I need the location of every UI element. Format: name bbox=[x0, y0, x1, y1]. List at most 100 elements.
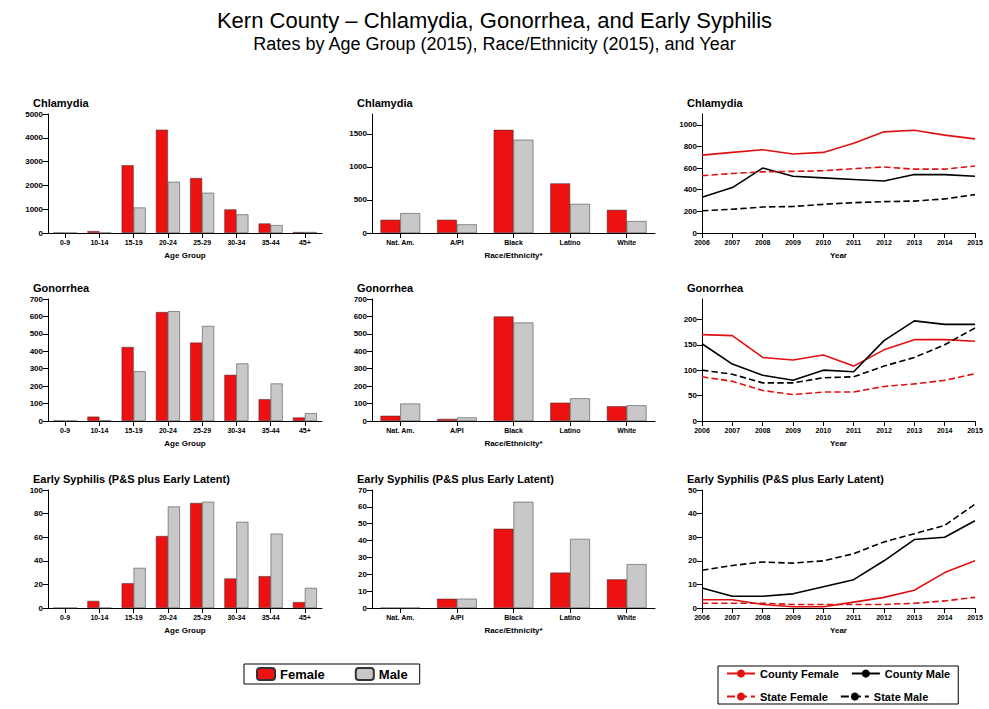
svg-text:2007: 2007 bbox=[725, 614, 741, 621]
svg-text:2009: 2009 bbox=[785, 239, 801, 246]
svg-text:15-19: 15-19 bbox=[125, 614, 143, 621]
svg-text:500: 500 bbox=[30, 329, 44, 338]
svg-text:200: 200 bbox=[684, 315, 698, 324]
svg-text:0: 0 bbox=[39, 604, 44, 613]
svg-text:100: 100 bbox=[684, 366, 698, 375]
svg-text:2006: 2006 bbox=[694, 614, 710, 621]
svg-text:800: 800 bbox=[684, 142, 698, 151]
svg-text:State Male: State Male bbox=[874, 691, 928, 703]
svg-text:20-24: 20-24 bbox=[159, 427, 177, 434]
svg-text:1500: 1500 bbox=[349, 129, 367, 138]
svg-text:County Male: County Male bbox=[885, 668, 950, 680]
svg-text:20-24: 20-24 bbox=[159, 614, 177, 621]
svg-text:Nat. Am.: Nat. Am. bbox=[386, 239, 414, 246]
svg-text:0: 0 bbox=[363, 229, 368, 238]
svg-text:2006: 2006 bbox=[694, 239, 710, 246]
svg-text:2010: 2010 bbox=[816, 427, 832, 434]
svg-text:10: 10 bbox=[358, 587, 367, 596]
svg-text:20: 20 bbox=[358, 570, 367, 579]
svg-text:0: 0 bbox=[693, 604, 698, 613]
svg-text:Gonorrhea: Gonorrhea bbox=[687, 282, 744, 294]
svg-text:0-9: 0-9 bbox=[60, 239, 70, 246]
svg-text:200: 200 bbox=[30, 382, 44, 391]
svg-text:Black: Black bbox=[504, 614, 523, 621]
svg-text:4000: 4000 bbox=[25, 133, 43, 142]
svg-text:2009: 2009 bbox=[785, 427, 801, 434]
svg-text:35-44: 35-44 bbox=[262, 614, 280, 621]
svg-text:60: 60 bbox=[358, 502, 367, 511]
svg-text:1000: 1000 bbox=[25, 205, 43, 214]
svg-text:2011: 2011 bbox=[846, 239, 861, 246]
svg-text:Nat. Am.: Nat. Am. bbox=[386, 614, 414, 621]
svg-text:30-34: 30-34 bbox=[227, 427, 245, 434]
svg-text:15-19: 15-19 bbox=[125, 427, 143, 434]
svg-text:35-44: 35-44 bbox=[262, 239, 280, 246]
svg-text:1000: 1000 bbox=[349, 162, 367, 171]
svg-text:Gonorrhea: Gonorrhea bbox=[357, 282, 414, 294]
svg-text:300: 300 bbox=[354, 364, 368, 373]
svg-text:Age Group: Age Group bbox=[164, 251, 205, 260]
svg-text:100: 100 bbox=[30, 399, 44, 408]
svg-text:0: 0 bbox=[693, 417, 698, 426]
svg-text:White: White bbox=[617, 427, 636, 434]
svg-text:2008: 2008 bbox=[755, 614, 771, 621]
svg-text:10-14: 10-14 bbox=[90, 239, 108, 246]
svg-text:700: 700 bbox=[30, 295, 44, 304]
svg-text:5000: 5000 bbox=[25, 110, 43, 119]
svg-text:2015: 2015 bbox=[967, 614, 983, 621]
svg-text:2013: 2013 bbox=[907, 614, 923, 621]
svg-text:Latino: Latino bbox=[560, 239, 581, 246]
svg-text:0: 0 bbox=[363, 417, 368, 426]
svg-text:Latino: Latino bbox=[560, 614, 581, 621]
svg-text:500: 500 bbox=[354, 329, 368, 338]
svg-text:20: 20 bbox=[688, 556, 697, 565]
svg-text:25-29: 25-29 bbox=[193, 614, 211, 621]
svg-text:Early Syphilis (P&S plus Early: Early Syphilis (P&S plus Early Latent) bbox=[33, 473, 230, 485]
svg-text:Race/Ethnicity*: Race/Ethnicity* bbox=[484, 626, 543, 635]
svg-text:Early Syphilis (P&S plus Early: Early Syphilis (P&S plus Early Latent) bbox=[357, 473, 554, 485]
svg-text:2015: 2015 bbox=[967, 239, 983, 246]
svg-text:Gonorrhea: Gonorrhea bbox=[33, 282, 90, 294]
svg-text:A/PI: A/PI bbox=[450, 614, 464, 621]
svg-text:0: 0 bbox=[363, 604, 368, 613]
svg-text:Female: Female bbox=[280, 667, 325, 682]
svg-text:30: 30 bbox=[358, 553, 367, 562]
svg-text:Race/Ethnicity*: Race/Ethnicity* bbox=[484, 439, 543, 448]
svg-text:25-29: 25-29 bbox=[193, 239, 211, 246]
svg-text:10: 10 bbox=[688, 580, 697, 589]
svg-text:2007: 2007 bbox=[725, 239, 741, 246]
svg-text:Year: Year bbox=[830, 626, 847, 635]
svg-text:20: 20 bbox=[34, 580, 43, 589]
svg-text:2014: 2014 bbox=[937, 614, 953, 621]
svg-text:200: 200 bbox=[354, 382, 368, 391]
svg-text:50: 50 bbox=[358, 519, 367, 528]
svg-text:60: 60 bbox=[34, 533, 43, 542]
svg-text:2007: 2007 bbox=[725, 427, 741, 434]
svg-text:0: 0 bbox=[39, 229, 44, 238]
svg-text:400: 400 bbox=[684, 185, 698, 194]
svg-text:45+: 45+ bbox=[299, 614, 311, 621]
svg-text:Black: Black bbox=[504, 239, 523, 246]
svg-text:2013: 2013 bbox=[907, 427, 923, 434]
svg-text:Male: Male bbox=[379, 667, 408, 682]
svg-text:White: White bbox=[617, 614, 636, 621]
svg-text:30: 30 bbox=[688, 533, 697, 542]
svg-text:400: 400 bbox=[30, 347, 44, 356]
svg-text:50: 50 bbox=[688, 486, 697, 495]
svg-text:A/PI: A/PI bbox=[450, 427, 464, 434]
svg-text:10-14: 10-14 bbox=[90, 427, 108, 434]
svg-text:0: 0 bbox=[693, 229, 698, 238]
svg-text:40: 40 bbox=[34, 556, 43, 565]
svg-text:Chlamydia: Chlamydia bbox=[357, 97, 414, 109]
svg-text:200: 200 bbox=[684, 207, 698, 216]
svg-text:0-9: 0-9 bbox=[60, 427, 70, 434]
svg-text:Age Group: Age Group bbox=[164, 626, 205, 635]
svg-text:400: 400 bbox=[354, 347, 368, 356]
svg-text:500: 500 bbox=[354, 195, 368, 204]
svg-text:Year: Year bbox=[830, 251, 847, 260]
svg-text:600: 600 bbox=[684, 164, 698, 173]
svg-text:40: 40 bbox=[688, 509, 697, 518]
svg-text:50: 50 bbox=[688, 391, 697, 400]
svg-text:10-14: 10-14 bbox=[90, 614, 108, 621]
svg-text:Year: Year bbox=[830, 439, 847, 448]
